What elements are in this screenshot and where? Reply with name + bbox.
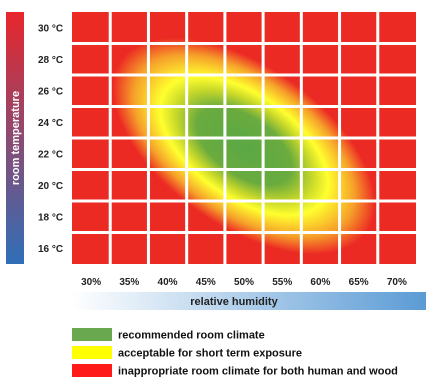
x-tick-label: 45% <box>196 277 216 288</box>
x-tick-label: 70% <box>387 277 407 288</box>
y-tick-label: 30 °C <box>38 23 63 34</box>
y-axis-label: room temperature <box>10 91 22 185</box>
humidity-gradient-bar <box>72 292 426 310</box>
y-tick-label: 16 °C <box>38 244 63 255</box>
plot-area <box>72 12 416 264</box>
y-tick-labels: 30 °C 28 °C 26 °C 24 °C 22 °C 20 °C 18 °C 16 °C <box>38 23 63 255</box>
grid-lines <box>72 12 416 264</box>
legend-label: inappropriate room climate for both huma… <box>118 366 398 378</box>
legend: recommended room climate acceptable for s… <box>72 328 398 378</box>
y-tick-label: 22 °C <box>38 149 63 160</box>
x-tick-label: 35% <box>119 277 139 288</box>
y-tick-label: 26 °C <box>38 86 63 97</box>
x-tick-label: 50% <box>234 277 254 288</box>
y-tick-label: 24 °C <box>38 118 63 129</box>
x-tick-labels: 30% 35% 40% 45% 50% 55% 60% 65% 70% <box>81 277 407 288</box>
x-tick-label: 30% <box>81 277 101 288</box>
temperature-gradient-bar <box>6 12 24 264</box>
y-tick-label: 18 °C <box>38 212 63 223</box>
x-tick-label: 60% <box>310 277 330 288</box>
x-tick-label: 55% <box>272 277 292 288</box>
legend-label: recommended room climate <box>118 330 265 342</box>
y-tick-label: 28 °C <box>38 55 63 66</box>
legend-swatch <box>72 328 112 341</box>
legend-swatch <box>72 346 112 359</box>
legend-label: acceptable for short term exposure <box>118 348 302 360</box>
legend-swatch <box>72 364 112 377</box>
y-tick-label: 20 °C <box>38 181 63 192</box>
x-tick-label: 65% <box>349 277 369 288</box>
x-tick-label: 40% <box>158 277 178 288</box>
x-axis-label: relative humidity <box>190 296 278 308</box>
